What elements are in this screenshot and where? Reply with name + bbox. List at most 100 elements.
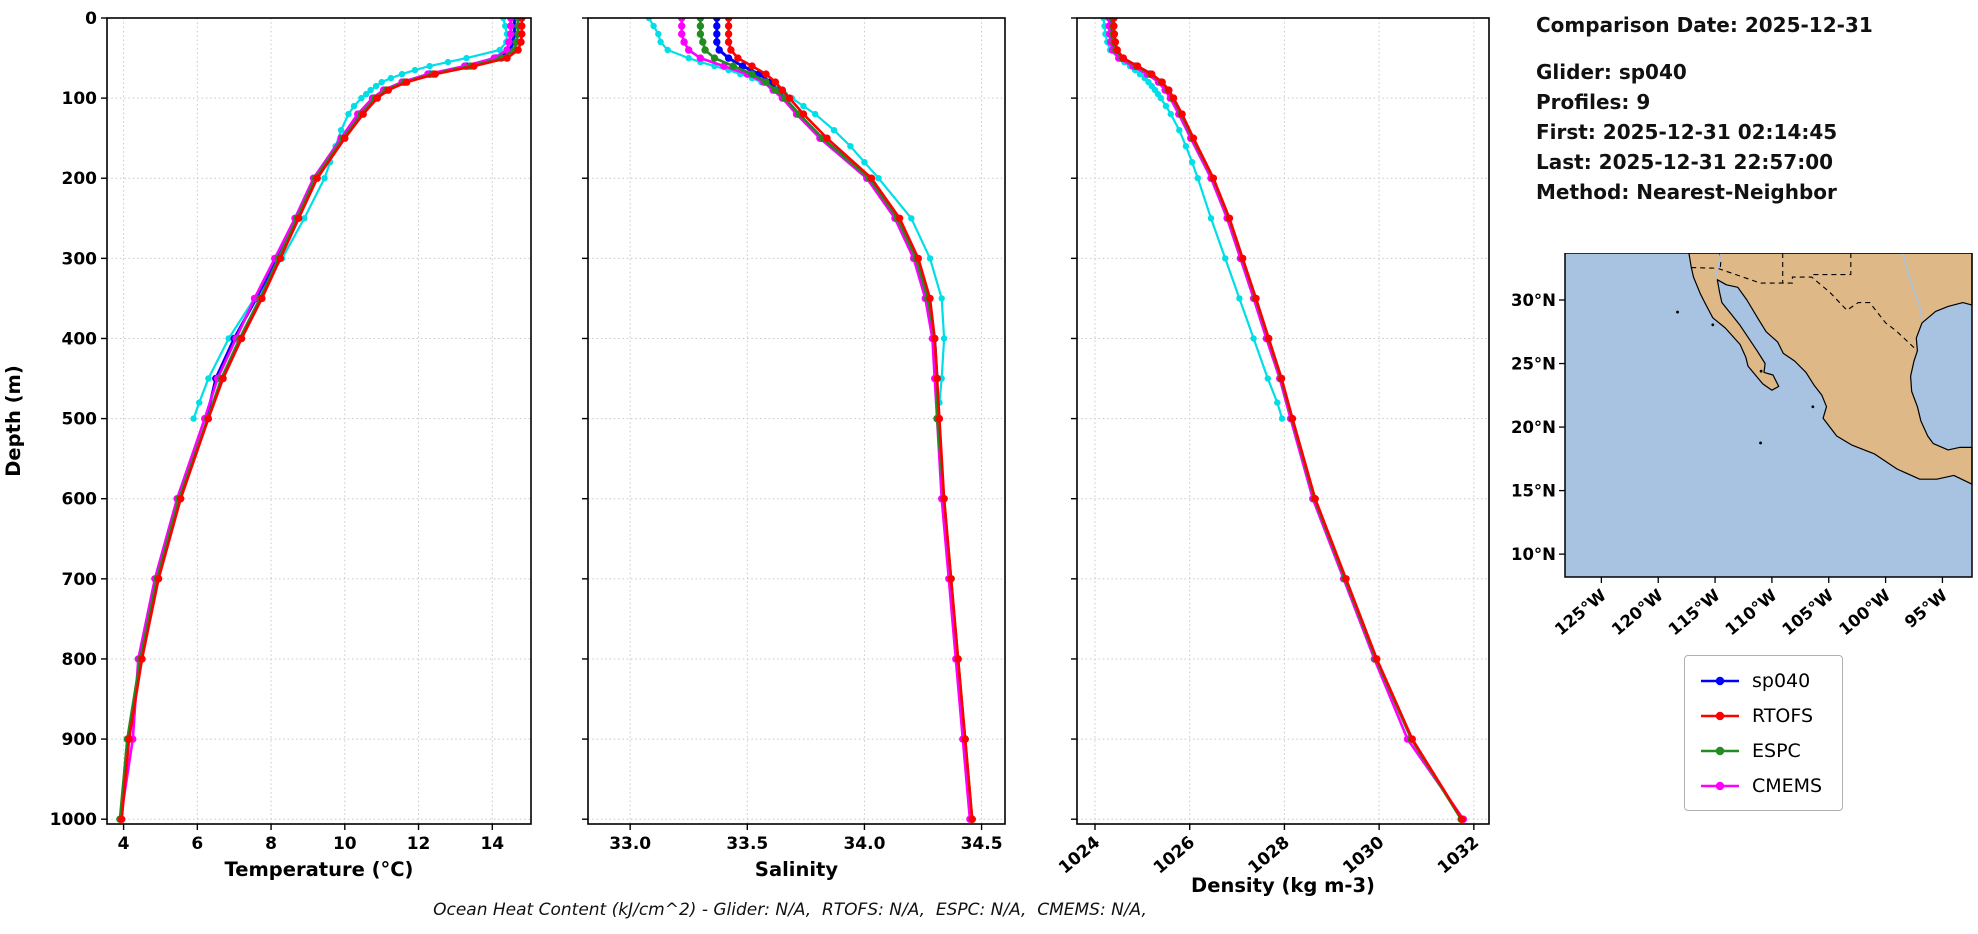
map-lon-label: 95°W xyxy=(1901,586,1951,632)
map-lat-label: 10°N xyxy=(1511,545,1556,564)
RTOFS-marker xyxy=(940,495,948,503)
RTOFS-marker xyxy=(1178,110,1186,118)
glider-raw-marker xyxy=(337,127,345,134)
x-tick-label: 33.5 xyxy=(726,834,768,854)
axes-frame xyxy=(1076,17,1490,825)
y-tick-label: 800 xyxy=(62,650,98,670)
RTOFS-marker xyxy=(961,735,969,743)
glider-raw-marker xyxy=(358,94,365,102)
RTOFS-marker xyxy=(1288,414,1297,423)
glider-raw-marker xyxy=(1188,159,1196,166)
RTOFS-marker xyxy=(762,70,770,78)
map-lon-label: 105°W xyxy=(1778,586,1837,640)
RTOFS-marker xyxy=(727,46,735,54)
glider-raw-marker xyxy=(321,175,328,182)
CMEMS-marker xyxy=(685,46,693,54)
sp040-line xyxy=(205,18,516,419)
RTOFS-marker xyxy=(1342,575,1350,583)
glider-raw-line xyxy=(1102,18,1284,419)
glider-raw-marker xyxy=(1207,215,1215,222)
axes-frame xyxy=(587,17,1006,825)
RTOFS-marker xyxy=(1408,735,1417,743)
RTOFS-marker xyxy=(748,62,756,70)
legend-entry-sp040: sp040 xyxy=(1699,666,1822,695)
glider-raw-marker xyxy=(938,295,945,302)
RTOFS-marker xyxy=(1169,94,1178,102)
glider-text: Glider: sp040 xyxy=(1536,60,1687,84)
glider-raw-marker xyxy=(1182,143,1190,150)
CMEMS-marker xyxy=(678,18,686,22)
ESPC-marker xyxy=(710,54,719,62)
legend-label-ESPC: ESPC xyxy=(1752,739,1801,762)
RTOFS-marker xyxy=(219,374,227,383)
map-lon-label: 120°W xyxy=(1608,586,1667,640)
glider-raw-marker xyxy=(378,78,385,86)
RTOFS-marker xyxy=(1189,134,1198,142)
legend-label-CMEMS: CMEMS xyxy=(1752,774,1823,797)
RTOFS-marker xyxy=(518,30,526,38)
RTOFS-marker xyxy=(1110,30,1119,38)
CMEMS-marker xyxy=(505,38,513,46)
x-tick-label: 10 xyxy=(333,834,357,854)
glider-raw-marker xyxy=(496,46,503,54)
ESPC-marker xyxy=(762,78,770,86)
axes-frame xyxy=(106,17,532,825)
CMEMS-marker xyxy=(507,18,515,22)
RTOFS-marker xyxy=(295,214,303,222)
glider-raw-marker xyxy=(1176,127,1183,134)
RTOFS-marker xyxy=(823,134,831,142)
glider-raw-marker xyxy=(812,110,819,118)
RTOFS-marker xyxy=(503,54,511,62)
profile-plots: 4 6 8 10 12 14 0 100 200 300 400 500 600 700 800 900 100… xyxy=(2,9,1490,897)
ESPC-line xyxy=(699,18,974,820)
glider-raw-marker xyxy=(367,86,374,94)
RTOFS-marker xyxy=(724,18,733,22)
glider-raw-marker xyxy=(650,22,657,30)
y-tick-label: 600 xyxy=(62,490,98,510)
y-tick-label: 300 xyxy=(62,249,98,269)
map-lat-label: 25°N xyxy=(1511,355,1556,374)
RTOFS-marker xyxy=(1252,294,1260,303)
glider-raw-marker xyxy=(861,159,868,166)
RTOFS-marker xyxy=(384,86,392,94)
map-frame xyxy=(1564,253,1973,578)
ESPC-marker xyxy=(696,18,705,22)
RTOFS-marker xyxy=(926,294,934,303)
RTOFS-marker xyxy=(724,38,733,46)
RTOFS-marker xyxy=(1225,214,1234,222)
CMEMS-marker xyxy=(678,22,686,30)
RTOFS-marker xyxy=(771,78,780,86)
x-tick-label: 12 xyxy=(407,834,431,854)
RTOFS-marker xyxy=(778,86,787,94)
RTOFS-marker xyxy=(514,46,522,54)
RTOFS-marker xyxy=(1113,46,1122,54)
RTOFS-marker xyxy=(1209,174,1218,182)
sp040-marker xyxy=(713,18,721,22)
legend-marker-sp040 xyxy=(1701,676,1739,685)
ocean-heat-content-caption: Ocean Heat Content (kJ/cm^2) - Glider: N… xyxy=(433,900,1147,920)
RTOFS-marker xyxy=(1148,70,1156,78)
RTOFS-marker xyxy=(403,78,411,86)
map-lon-label: 125°W xyxy=(1551,586,1610,640)
RTOFS-marker xyxy=(1265,334,1273,343)
RTOFS-marker xyxy=(935,414,944,423)
glider-raw-marker xyxy=(926,255,934,262)
map-lat-label: 20°N xyxy=(1511,418,1556,437)
glider-raw-marker xyxy=(830,127,838,134)
RTOFS-marker xyxy=(914,254,922,263)
glider-raw-marker xyxy=(1157,94,1165,102)
RTOFS-marker xyxy=(431,70,439,78)
sp040-marker xyxy=(713,38,721,46)
x-tick-label: 4 xyxy=(118,834,130,854)
CMEMS-marker xyxy=(250,294,259,303)
RTOFS-marker xyxy=(1239,254,1247,263)
method-text: Method: Nearest-Neighbor xyxy=(1536,180,1837,204)
glider-raw-marker xyxy=(372,82,380,90)
map-island xyxy=(1711,323,1715,327)
CMEMS-line xyxy=(1107,18,1465,820)
map-river xyxy=(1715,253,1722,278)
glider-raw-marker xyxy=(350,102,358,110)
map-lon-label: 100°W xyxy=(1835,586,1894,640)
map-island xyxy=(1759,441,1762,445)
glider-raw-marker xyxy=(1274,399,1281,406)
